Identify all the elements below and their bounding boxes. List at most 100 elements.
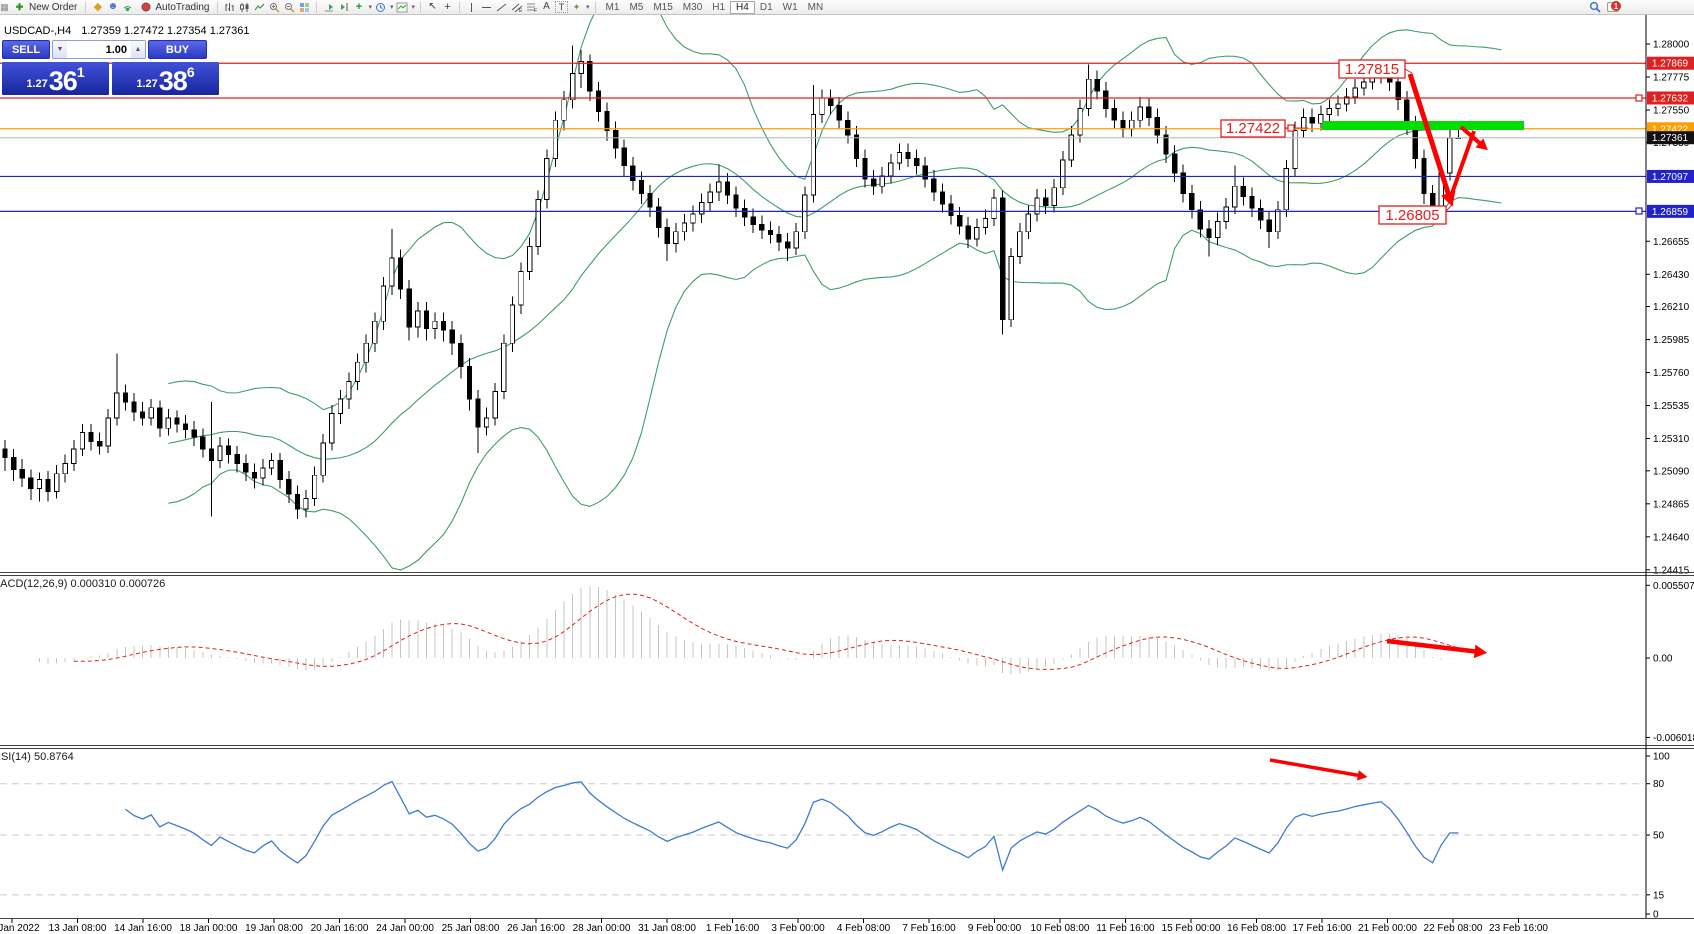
timeframe-d1[interactable]: D1 [759,1,773,13]
candle-body [157,407,163,429]
candle-body [19,468,25,479]
selection-handle[interactable] [1287,124,1295,132]
candle-body [208,448,215,461]
panel-separator [0,575,1694,576]
candle-body [311,474,318,500]
zoom-out-icon[interactable] [283,1,296,13]
candle-body [810,113,817,196]
price-callout[interactable]: 1.27815 [1338,59,1413,79]
timeframe-m30[interactable]: M30 [682,1,703,13]
zoom-in-icon[interactable] [268,1,281,13]
axis-tick-label: -0.006018 [1653,733,1694,744]
trend-arrow[interactable] [1386,638,1488,659]
candle-body [1051,187,1057,206]
indicators-dropdown-icon[interactable]: ▾ [368,4,372,11]
ohlc-values: 1.27359 1.27472 1.27354 1.27361 [81,25,250,37]
chart-shift-icon[interactable] [337,1,350,13]
candle-body [733,194,739,209]
axis-tick-label: 1.25090 [1653,466,1690,477]
autotrading-button[interactable]: AutoTrading [136,1,212,14]
metaeditor-icon[interactable]: ◆ [93,0,103,13]
candle-body [260,467,266,479]
candle-body [122,392,129,403]
candle-body [406,288,412,328]
candle-body [131,401,137,413]
candle-body [673,231,679,244]
panel-separator [0,748,1694,749]
trendline-icon[interactable] [495,1,508,13]
candlestick-icon[interactable] [238,1,251,13]
tile-windows-icon[interactable] [298,1,311,13]
selection-handle[interactable] [1635,207,1643,215]
signals-icon[interactable] [121,1,134,13]
new-order-button[interactable]: ✚ New Order [10,1,80,14]
candle-body [552,119,559,159]
candle-body [1309,116,1315,124]
trend-arrow[interactable] [1448,130,1476,200]
timeframe-m5[interactable]: M5 [629,1,644,13]
timeframe-m1[interactable]: M1 [605,1,620,13]
periods-dropdown-icon[interactable]: ▾ [389,4,394,11]
timeframe-mn[interactable]: MN [807,1,824,13]
window-icon[interactable]: ▦ [1,1,8,12]
timeframe-w1[interactable]: W1 [782,1,798,13]
trend-arrow[interactable] [1459,125,1488,151]
candle-body [1257,207,1264,221]
timeframe-h4[interactable]: H4 [730,0,755,14]
fibonacci-icon[interactable]: F [525,1,538,13]
arrows-icon[interactable]: ✦ [572,1,581,12]
time-tick-label: 17 Feb 16:00 [1293,923,1352,934]
candle-body [905,152,911,159]
candle-body [62,463,68,475]
candle-body [1326,108,1333,115]
volume-stepper: ▼ ▲ [52,40,146,59]
auto-scroll-icon[interactable] [322,1,335,13]
candle-body [982,218,989,228]
timeframe-h1[interactable]: H1 [712,1,726,13]
buy-button[interactable]: BUY [148,40,207,59]
candle-body [690,213,696,224]
sell-button[interactable]: SELL [2,40,50,59]
buy-price-box[interactable]: 1.27 38 6 [112,62,219,95]
community-icon[interactable]: ☻ [107,1,119,12]
arrows-dropdown-icon[interactable]: ▾ [586,4,590,11]
volume-increase-button[interactable]: ▲ [131,41,145,58]
timeframe-m15[interactable]: M15 [653,1,673,13]
candle-body [759,223,765,231]
candle-body [612,130,619,149]
cursor-icon[interactable]: ↖ [428,1,437,12]
trend-arrow[interactable] [1269,758,1368,781]
volume-decrease-button[interactable]: ▼ [53,41,67,58]
rsi-line [125,780,1459,873]
candle-body [363,342,369,363]
price-callout[interactable]: 1.27422 [1220,119,1308,138]
template-dropdown-icon[interactable]: ▾ [411,4,416,11]
search-icon[interactable] [1588,1,1601,13]
crosshair-icon[interactable]: + [444,0,451,13]
template-icon[interactable] [396,1,409,13]
candle-body [483,417,490,428]
callout-text: 1.27422 [1226,120,1280,137]
bar-chart-icon[interactable] [223,1,236,13]
price-callout[interactable]: 1.26805 [1378,203,1454,225]
time-tick-label: 24 Jan 00:00 [376,923,434,934]
channel-icon[interactable]: E [510,1,523,13]
horizontal-line-icon[interactable] [480,1,493,13]
selection-handle[interactable] [1635,94,1643,102]
vertical-line-icon[interactable] [465,1,478,13]
support-zone-bar[interactable] [1322,121,1524,130]
sell-price-box[interactable]: 1.27 36 1 [2,62,109,95]
notifications-icon[interactable]: 1 [1607,1,1621,13]
line-chart-icon[interactable] [253,1,266,13]
symbol-period-label: USDCAD-,H4 [4,25,72,37]
candle-body [217,445,223,461]
text-icon[interactable]: A [543,1,550,12]
candle-body [1404,99,1410,126]
indicators-icon[interactable]: + [355,0,363,13]
candle-body [372,320,378,344]
candle-body [698,201,705,215]
volume-input[interactable] [67,41,131,58]
label-icon[interactable]: T [555,1,569,13]
periods-icon[interactable] [374,1,387,13]
